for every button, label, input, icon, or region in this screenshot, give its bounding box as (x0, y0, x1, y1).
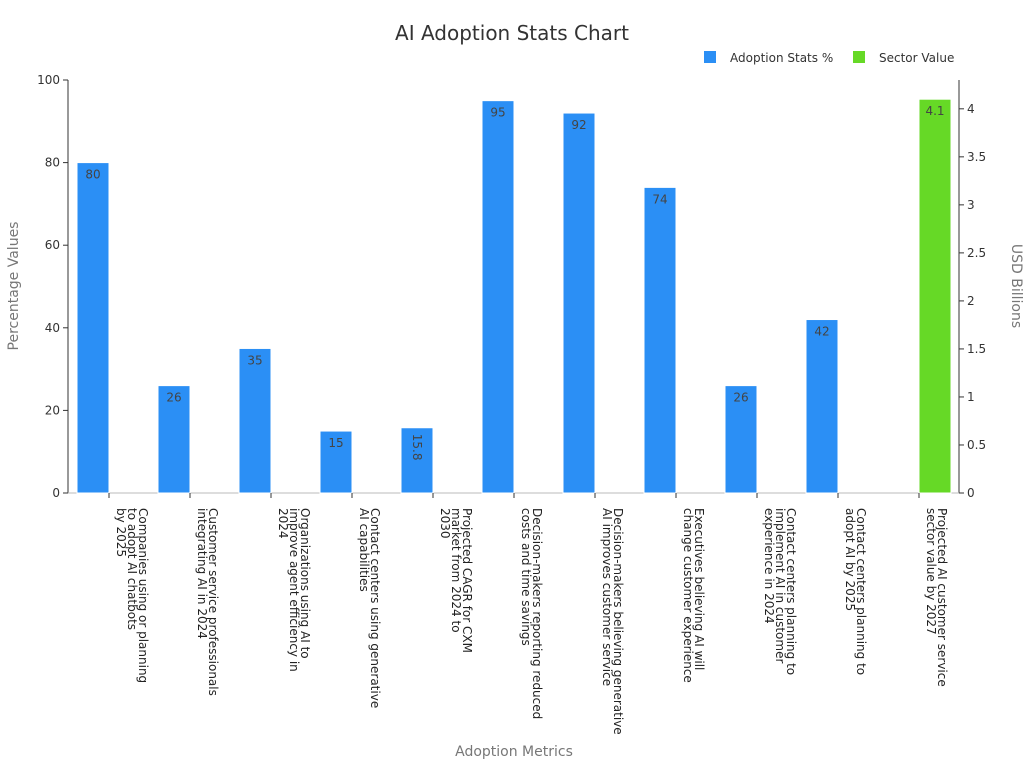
bar-adoption-0 (76, 162, 110, 494)
y-ticks-right: 0 0.5 1 1.5 2 2.5 3 3.5 4 (959, 102, 986, 500)
y2-tick-label-8: 4 (967, 102, 975, 116)
data-label-sector-10: 4.1 (925, 104, 944, 118)
x-tick-label-10: Projected AI customer servicesector valu… (924, 508, 949, 687)
x-tick-label-3: Contact centers using generativeAI capab… (357, 508, 382, 708)
data-label-adoption-4: 15.8 (410, 434, 424, 461)
y-tick-label-2: 40 (45, 321, 60, 335)
y2-tick-label-6: 3 (967, 198, 975, 212)
legend-swatch-adoption (704, 51, 716, 63)
x-ticks: Companies using or planningto adopt AI c… (108, 493, 949, 735)
y2-tick-label-0: 0 (967, 486, 975, 500)
y2-tick-label-4: 2 (967, 294, 975, 308)
x-tick-label-8: Contact centers planning toimplement AI … (762, 508, 798, 675)
y-tick-label-1: 20 (45, 403, 60, 417)
legend: Adoption Stats % Sector Value (704, 51, 954, 65)
x-tick-label-2: Organizations using AI toimprove agent e… (276, 508, 312, 672)
bar-adoption-4 (400, 427, 434, 494)
bar-adoption-5 (481, 100, 515, 494)
x-axis-title: Adoption Metrics (455, 744, 573, 760)
bar-sector-10 (918, 98, 952, 494)
legend-label-adoption: Adoption Stats % (730, 51, 833, 65)
data-label-adoption-9: 42 (814, 325, 829, 339)
data-label-adoption-1: 26 (166, 391, 181, 405)
data-label-adoption-5: 95 (490, 106, 505, 120)
data-label-adoption-2: 35 (247, 353, 262, 367)
chart-title: AI Adoption Stats Chart (395, 21, 629, 45)
y2-tick-label-7: 3.5 (967, 150, 986, 164)
bars: 80 26 35 15 15.8 95 92 74 26 42 4.1 (76, 98, 952, 494)
data-label-adoption-7: 74 (652, 192, 667, 206)
data-label-adoption-3: 15 (328, 436, 343, 450)
bar-adoption-8 (724, 385, 758, 494)
bar-adoption-2 (238, 347, 272, 494)
y2-tick-label-3: 1.5 (967, 342, 986, 356)
x-tick-label-1: Customer service professionalsintegratin… (195, 508, 220, 696)
y-tick-label-4: 80 (45, 156, 60, 170)
y-tick-label-0: 0 (52, 486, 60, 500)
x-tick-label-0: Companies using or planningto adopt AI c… (114, 508, 150, 683)
bar-adoption-1 (157, 385, 191, 494)
bar-adoption-9 (805, 319, 839, 494)
bar-adoption-3 (319, 430, 353, 494)
y-axis-title: Percentage Values (6, 222, 22, 351)
y-tick-label-3: 60 (45, 238, 60, 252)
x-tick-label-7: Executives believing AI willchange custo… (681, 508, 706, 683)
x-tick-label-6: Decision-makers believing generativeAI i… (600, 508, 625, 735)
data-label-adoption-0: 80 (85, 168, 100, 182)
x-tick-label-4: Projected CAGR for CXMmarket from 2024 t… (438, 508, 474, 653)
y2-tick-label-2: 1 (967, 390, 975, 404)
legend-label-sector: Sector Value (879, 51, 954, 65)
y2-tick-label-5: 2.5 (967, 246, 986, 260)
data-label-adoption-8: 26 (733, 391, 748, 405)
x-tick-label-9: Contact centers planning toadopt AI by 2… (843, 508, 868, 675)
x-tick-label-5: Decision-makers reporting reducedcosts a… (519, 508, 544, 719)
bar-adoption-7 (643, 186, 677, 494)
y2-axis-title: USD Billions (1008, 244, 1024, 328)
y2-tick-label-1: 0.5 (967, 438, 986, 452)
bar-adoption-6 (562, 112, 596, 494)
legend-swatch-sector (853, 51, 865, 63)
y-ticks-left: 0 20 40 60 80 100 (37, 73, 68, 500)
y-tick-label-5: 100 (37, 73, 60, 87)
data-label-adoption-6: 92 (571, 118, 586, 132)
